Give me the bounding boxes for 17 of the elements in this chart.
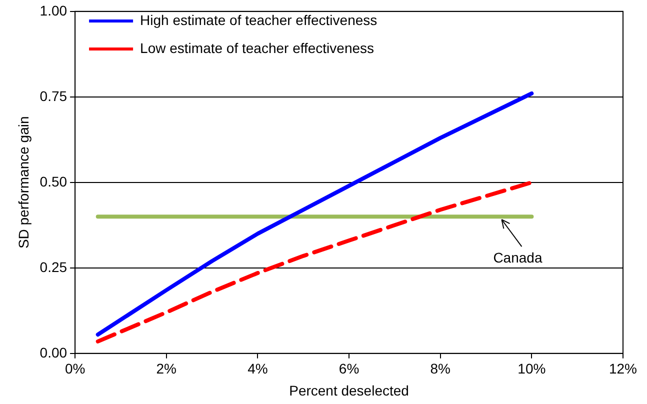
- x-tick-label: 2%: [156, 360, 176, 377]
- y-tick-label: 1.00: [40, 2, 68, 18]
- y-tick-label: 0.00: [40, 344, 68, 360]
- x-tick-label: 0%: [64, 360, 86, 377]
- x-axis-title: Percent deselected: [289, 382, 409, 398]
- x-tick-label: 4%: [248, 360, 268, 377]
- y-tick-label: 0.25: [40, 258, 68, 275]
- x-tick-label: 8%: [430, 360, 450, 377]
- x-tick-label: 10%: [518, 360, 546, 377]
- x-tick-label: 12%: [608, 360, 638, 377]
- legend-label: High estimate of teacher effectiveness: [140, 12, 378, 28]
- y-axis-title: SD performance gain: [15, 116, 32, 249]
- legend-label: Low estimate of teacher effectiveness: [140, 40, 374, 56]
- y-tick-label: 0.75: [40, 88, 68, 104]
- annotation: Canada: [493, 249, 542, 266]
- x-tick-label: 6%: [338, 360, 360, 377]
- y-tick-label: 0.50: [40, 173, 68, 190]
